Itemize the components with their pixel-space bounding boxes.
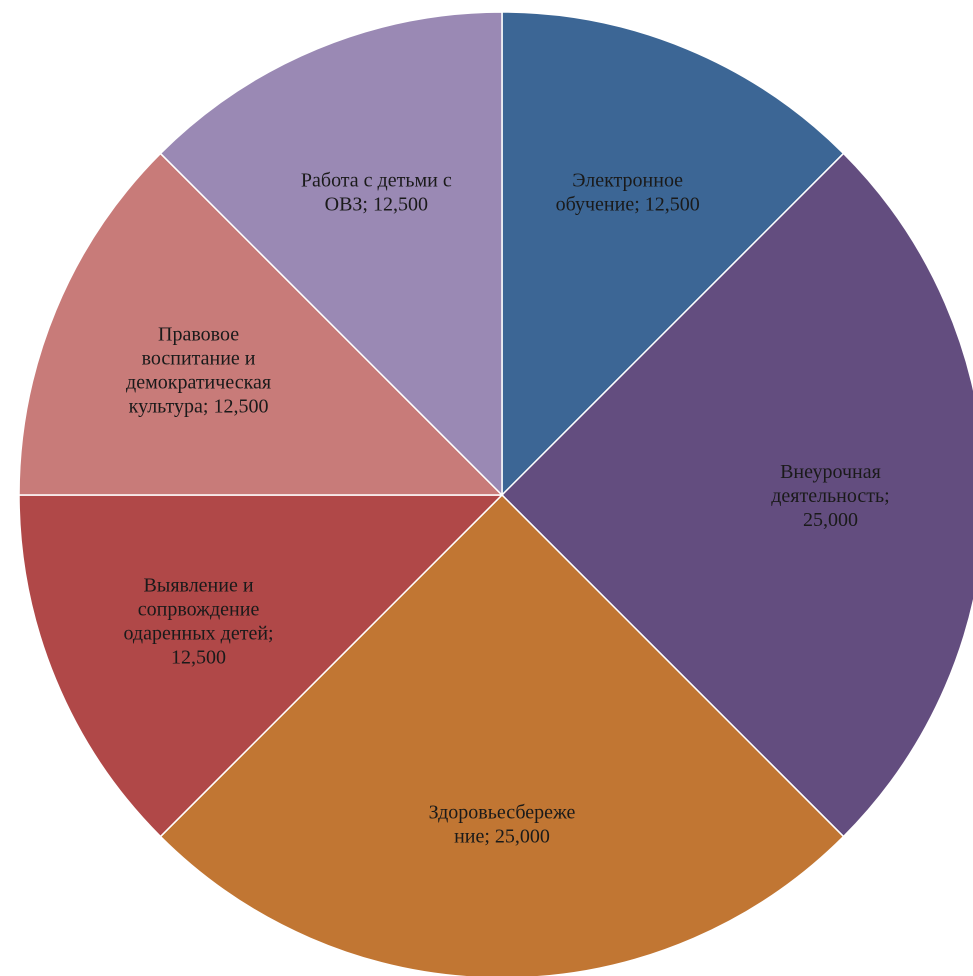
data-label: Работа с детьми с ОВЗ; 12,500 [301, 170, 452, 216]
data-label: Внеурочная деятельность; 25,000 [771, 461, 889, 531]
data-label: Правовое воспитание и демократическая культ… [126, 323, 271, 417]
pie-slice [18, 494, 504, 838]
pie-slice [159, 11, 503, 497]
pie-slice [159, 493, 845, 976]
pie-slice [18, 152, 504, 496]
pie-slice [500, 152, 973, 838]
data-label: Электронное обучение; 12,500 [556, 170, 700, 216]
pie-slice [501, 11, 845, 497]
data-label: Здоровьесбереже ние; 25,000 [429, 801, 576, 847]
data-label: Выявление и сопрвождение одаренных детей; 1… [123, 575, 273, 669]
